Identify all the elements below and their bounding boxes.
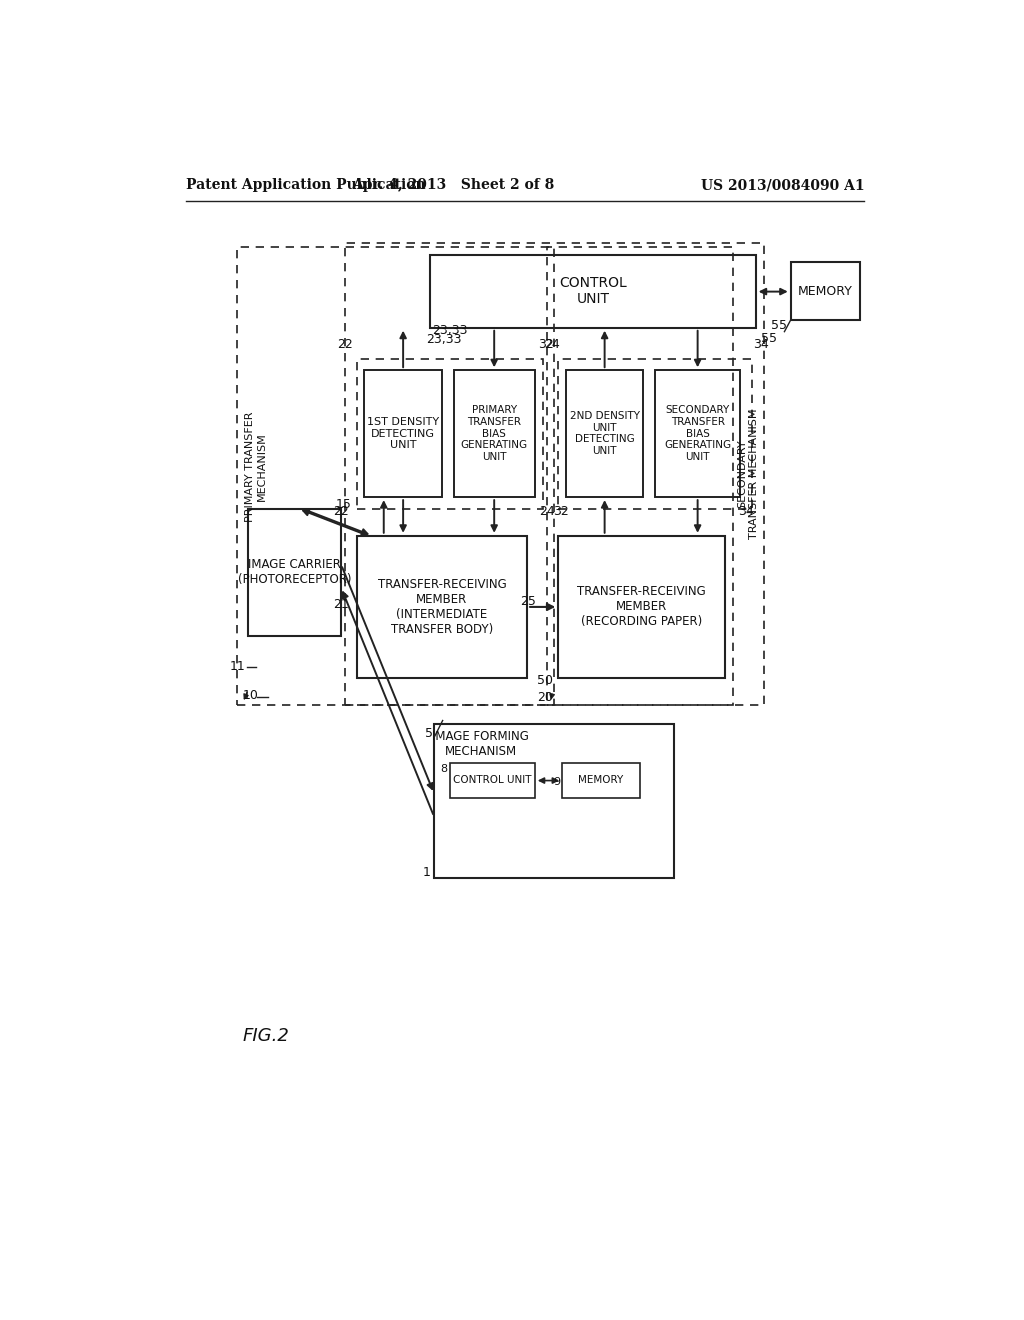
Text: CONTROL
UNIT: CONTROL UNIT: [559, 276, 627, 306]
Bar: [558, 536, 725, 678]
Bar: [450, 763, 535, 797]
Text: 9: 9: [553, 777, 560, 787]
Text: TRANSFER-RECEIVING
MEMBER
(INTERMEDIATE
TRANSFER BODY): TRANSFER-RECEIVING MEMBER (INTERMEDIATE …: [378, 578, 506, 636]
Bar: [655, 370, 740, 498]
Text: 22: 22: [337, 338, 352, 351]
Text: 24: 24: [539, 504, 555, 517]
Text: 25: 25: [520, 594, 537, 607]
Text: 24: 24: [544, 338, 560, 351]
Text: SECONDARY
TRANSFER MECHANISM: SECONDARY TRANSFER MECHANISM: [737, 409, 759, 540]
Text: US 2013/0084090 A1: US 2013/0084090 A1: [700, 178, 864, 193]
Text: 1ST DENSITY
DETECTING
UNIT: 1ST DENSITY DETECTING UNIT: [367, 417, 439, 450]
Text: CONTROL UNIT: CONTROL UNIT: [453, 775, 531, 785]
Bar: [547, 247, 732, 705]
Text: MEMORY: MEMORY: [798, 285, 853, 298]
Text: 23,33: 23,33: [426, 333, 462, 346]
Text: 15: 15: [336, 499, 351, 511]
Bar: [248, 508, 341, 636]
Text: 23,33: 23,33: [432, 323, 467, 337]
Text: 21: 21: [333, 598, 349, 611]
Text: 5: 5: [425, 727, 432, 741]
Text: Patent Application Publication: Patent Application Publication: [186, 178, 426, 193]
Bar: [558, 359, 752, 508]
Text: 34: 34: [738, 504, 754, 517]
Bar: [356, 359, 543, 508]
Bar: [454, 370, 535, 498]
Text: PRIMARY TRANSFER
MECHANISM: PRIMARY TRANSFER MECHANISM: [245, 411, 266, 521]
Text: 10: 10: [243, 689, 259, 702]
Text: IMAGE FORMING
MECHANISM: IMAGE FORMING MECHANISM: [432, 730, 529, 758]
Text: 11: 11: [230, 660, 246, 673]
Bar: [365, 370, 442, 498]
Text: 1: 1: [422, 866, 430, 879]
Text: 32: 32: [539, 338, 554, 351]
Text: SECONDARY
TRANSFER
BIAS
GENERATING
UNIT: SECONDARY TRANSFER BIAS GENERATING UNIT: [664, 405, 731, 462]
Bar: [345, 243, 764, 705]
Text: PRIMARY
TRANSFER
BIAS
GENERATING
UNIT: PRIMARY TRANSFER BIAS GENERATING UNIT: [461, 405, 527, 462]
Bar: [791, 263, 860, 321]
Bar: [566, 370, 643, 498]
Text: 8: 8: [440, 764, 447, 774]
Text: Apr. 4, 2013   Sheet 2 of 8: Apr. 4, 2013 Sheet 2 of 8: [352, 178, 555, 193]
Bar: [430, 255, 756, 327]
Text: IMAGE CARRIER
(PHOTORECEPTOR): IMAGE CARRIER (PHOTORECEPTOR): [238, 558, 351, 586]
Text: TRANSFER-RECEIVING
MEMBER
(RECORDING PAPER): TRANSFER-RECEIVING MEMBER (RECORDING PAP…: [578, 586, 706, 628]
Text: 22: 22: [333, 504, 349, 517]
Bar: [356, 536, 527, 678]
Text: 34: 34: [754, 338, 769, 351]
Bar: [434, 725, 675, 878]
Text: 55: 55: [761, 331, 776, 345]
Text: 55: 55: [771, 319, 786, 333]
Text: 32: 32: [553, 504, 568, 517]
Bar: [562, 763, 640, 797]
Text: MEMORY: MEMORY: [579, 775, 624, 785]
Text: 50: 50: [537, 675, 553, 686]
Text: 20: 20: [537, 690, 553, 704]
Text: 2ND DENSITY
UNIT
DETECTING
UNIT: 2ND DENSITY UNIT DETECTING UNIT: [569, 412, 640, 457]
Text: FIG.2: FIG.2: [243, 1027, 290, 1045]
Bar: [237, 247, 554, 705]
